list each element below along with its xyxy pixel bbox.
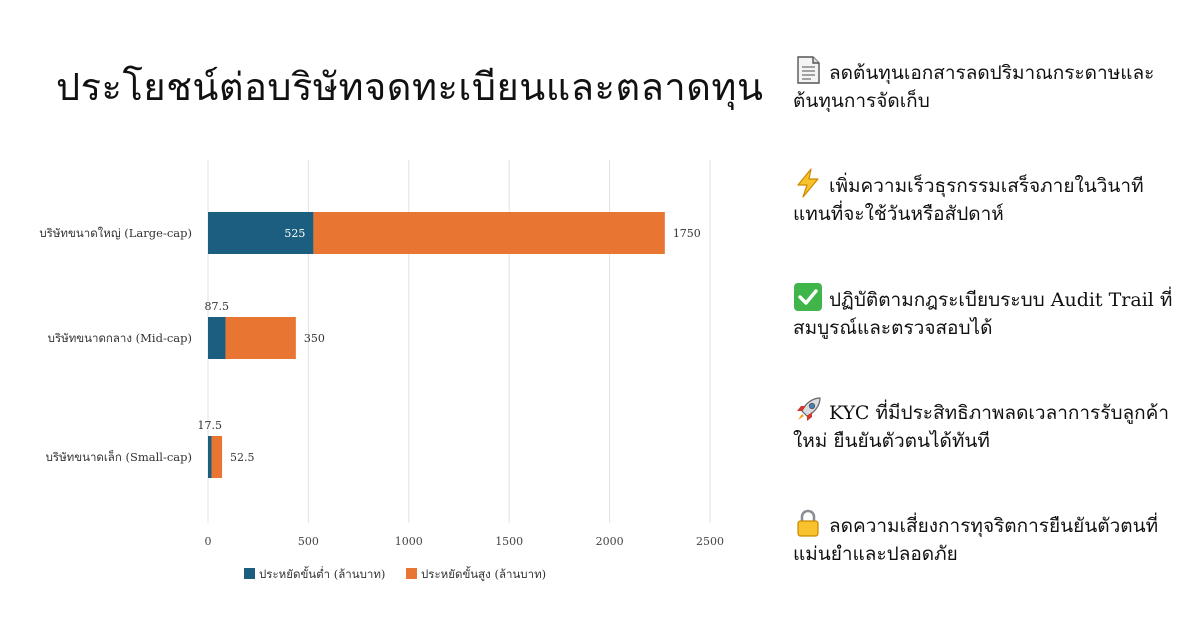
x-tick-label: 2000 — [596, 535, 624, 548]
lock-icon — [793, 508, 823, 538]
benefit-item: เพิ่มความเร็วธุรกรรมเสร็จภายในวินาทีแทนท… — [793, 168, 1183, 228]
legend-swatch-max — [406, 568, 417, 579]
benefit-item: ลดความเสี่ยงการทุจริตการยืนยันตัวตนที่แม… — [793, 508, 1183, 568]
x-tick-label: 0 — [205, 535, 212, 548]
lightning-icon — [793, 168, 823, 198]
document-icon — [793, 55, 823, 85]
bar-max-savings — [211, 436, 223, 478]
category-label: บริษัทขนาดกลาง (Mid-cap) — [48, 331, 192, 345]
data-label-min: 17.5 — [198, 419, 223, 432]
check-mark-icon — [793, 282, 823, 312]
benefit-text: ปฏิบัติตามกฎระเบียบระบบ Audit Trail ที่ส… — [793, 289, 1173, 339]
benefit-text: KYC ที่มีประสิทธิภาพลดเวลาการรับลูกค้าให… — [793, 402, 1170, 452]
x-tick-label: 2500 — [696, 535, 724, 548]
data-label-max: 350 — [304, 332, 325, 345]
legend-label-min: ประหยัดขั้นต่ำ (ล้านบาท) — [259, 566, 385, 581]
data-label-min: 525 — [284, 227, 305, 240]
benefit-item: ลดต้นทุนเอกสารลดปริมาณกระดาษและต้นทุนการ… — [793, 55, 1183, 115]
legend-swatch-min — [244, 568, 255, 579]
data-label-max: 1750 — [673, 227, 701, 240]
legend-label-max: ประหยัดขั้นสูง (ล้านบาท) — [421, 566, 546, 581]
data-label-min: 87.5 — [205, 300, 230, 313]
bar-max-savings — [313, 212, 665, 254]
data-label-max: 52.5 — [230, 451, 255, 464]
bar-min-savings — [208, 212, 314, 254]
bar-max-savings — [225, 317, 296, 359]
benefit-text: ลดต้นทุนเอกสารลดปริมาณกระดาษและต้นทุนการ… — [793, 62, 1155, 112]
bar-min-savings — [208, 317, 226, 359]
bar-min-savings — [208, 436, 212, 478]
benefit-item: ปฏิบัติตามกฎระเบียบระบบ Audit Trail ที่ส… — [793, 282, 1183, 342]
category-label: บริษัทขนาดเล็ก (Small-cap) — [46, 449, 192, 464]
page-title: ประโยชน์ต่อบริษัทจดทะเบียนและตลาดทุน — [56, 65, 764, 109]
category-label: บริษัทขนาดใหญ่ (Large-cap) — [39, 226, 192, 240]
savings-bar-chart: 0 500 1000 1500 2000 2500 บริษัทขนาดใหญ่ (Larg… — [39, 160, 724, 581]
benefit-text: เพิ่มความเร็วธุรกรรมเสร็จภายในวินาทีแทนท… — [793, 175, 1144, 225]
x-tick-label: 500 — [298, 535, 319, 548]
x-tick-label: 1500 — [495, 535, 523, 548]
x-tick-label: 1000 — [395, 535, 423, 548]
rocket-icon — [793, 395, 823, 425]
benefit-text: ลดความเสี่ยงการทุจริตการยืนยันตัวตนที่แม… — [793, 515, 1159, 565]
benefit-item: KYC ที่มีประสิทธิภาพลดเวลาการรับลูกค้าให… — [793, 395, 1183, 455]
